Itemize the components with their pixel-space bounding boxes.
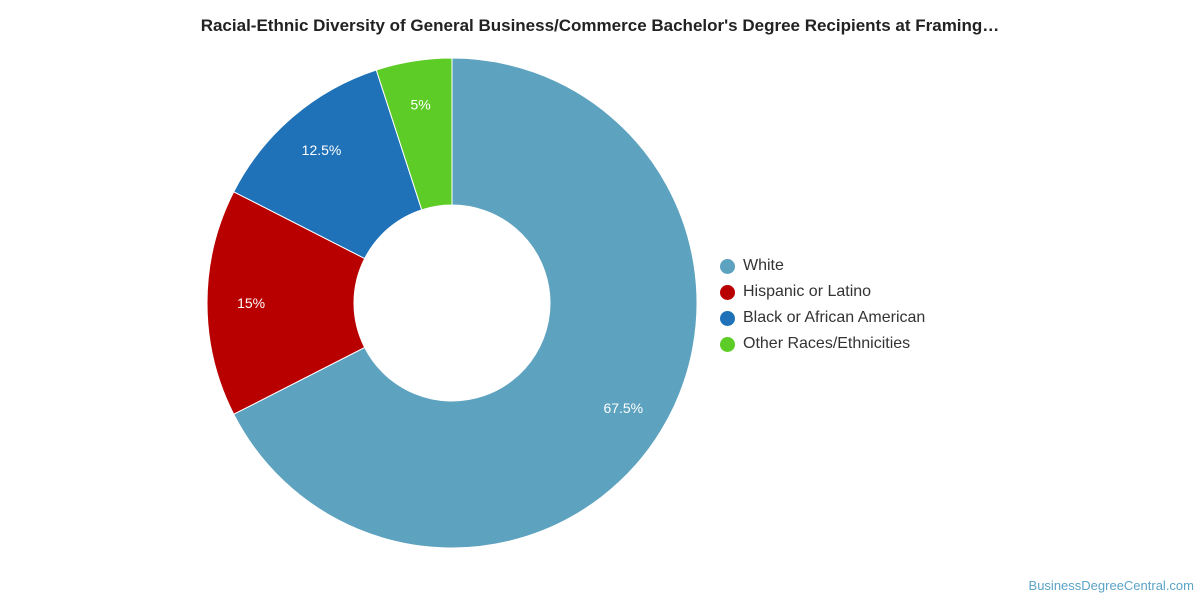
- legend-marker-icon: [720, 258, 735, 274]
- legend-item[interactable]: Hispanic or Latino: [720, 279, 925, 305]
- slice-hispanic-or-latino[interactable]: [206, 191, 366, 415]
- slice-black-or-african-american[interactable]: [233, 69, 423, 260]
- legend-label: Black or African American: [743, 309, 926, 326]
- source-watermark[interactable]: BusinessDegreeCentral.com: [1028, 578, 1194, 593]
- slice-white[interactable]: [233, 57, 698, 549]
- legend-item[interactable]: Other Races/Ethnicities: [720, 331, 925, 357]
- legend-marker-icon: [720, 310, 735, 326]
- legend-item[interactable]: White: [720, 253, 925, 279]
- legend-label: White: [743, 257, 784, 274]
- chart-title: Racial-Ethnic Diversity of General Busin…: [200, 16, 1000, 35]
- legend-marker-icon: [720, 336, 735, 352]
- data-label: 12.5%: [302, 142, 342, 158]
- chart-legend: White Hispanic or Latino Black or African …: [720, 253, 925, 357]
- data-label: 67.5%: [603, 400, 643, 416]
- legend-label: Hispanic or Latino: [743, 283, 872, 300]
- legend-label: Other Races/Ethnicities: [743, 335, 911, 352]
- data-label: 5%: [410, 97, 430, 113]
- legend-item[interactable]: Black or African American: [720, 305, 925, 331]
- legend-marker-icon: [720, 284, 735, 300]
- data-label: 15%: [237, 295, 265, 311]
- slice-other-races-ethnicities[interactable]: [375, 57, 453, 211]
